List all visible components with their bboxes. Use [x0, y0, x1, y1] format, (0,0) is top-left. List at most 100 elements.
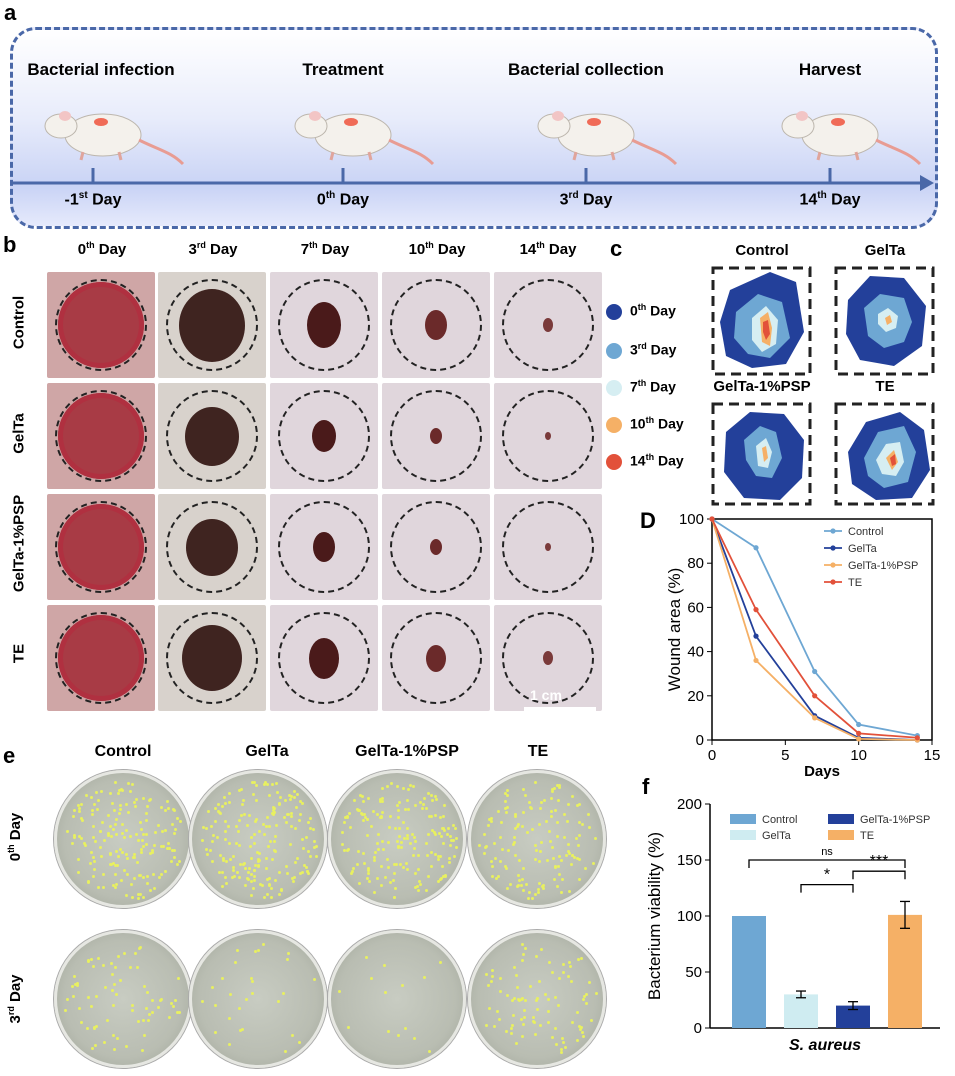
bar: [732, 916, 766, 1028]
legend-entry: TE: [848, 577, 862, 589]
wound-photo: [158, 272, 266, 378]
bar: [836, 1005, 870, 1028]
stage-treatment: Treatment: [302, 60, 384, 79]
data-point: [753, 607, 759, 613]
y-tick-label: 100: [677, 908, 702, 925]
significance-label: ***: [870, 853, 889, 870]
legend-entry: GelTa: [848, 543, 878, 555]
legend-entry: GelTa-1%PSP: [848, 560, 918, 572]
mouse-icon: [44, 111, 185, 166]
photo-col-header: 10th Day: [408, 240, 466, 258]
photo-col-header: 3rd Day: [188, 240, 238, 258]
data-point: [812, 715, 818, 721]
agar-plate: [468, 770, 606, 908]
legend-swatch: [828, 814, 854, 824]
y-tick-label: 200: [677, 796, 702, 813]
legend-marker: [830, 545, 836, 551]
photo-row-header: Control: [10, 295, 28, 350]
wound-photo: [382, 605, 490, 711]
wound-photo: [158, 494, 266, 600]
legend-entry: Control: [848, 526, 883, 538]
y-tick-label: 60: [687, 599, 704, 616]
plate-col-header: GelTa: [245, 743, 289, 760]
contour-maps: [711, 266, 935, 506]
wound-photo: [158, 605, 266, 711]
photo-row-header: TE: [10, 643, 28, 664]
mouse-icon: [781, 111, 922, 166]
agar-plate: [468, 930, 606, 1068]
significance-bracket: [800, 883, 854, 893]
data-point: [709, 516, 715, 522]
x-tick-label: 10: [850, 747, 867, 764]
contour-geltа: [834, 266, 935, 376]
x-tick-label: 0: [708, 747, 716, 764]
y-axis-label: Bacterium viability (%): [645, 832, 664, 1000]
panel-label-a: a: [4, 0, 17, 25]
plate-row-header: 0th Day: [6, 812, 24, 862]
contour-geltа-psp: [711, 402, 812, 506]
data-point: [812, 693, 818, 699]
legend-entry: Control: [762, 814, 797, 826]
y-tick-label: 0: [694, 1020, 702, 1037]
legend-swatch: [730, 830, 756, 840]
legend-swatch: [606, 303, 622, 320]
agar-plate: [189, 770, 327, 908]
data-point: [753, 657, 759, 664]
wound-photo: [494, 272, 602, 378]
y-axis-label: Wound area (%): [665, 568, 684, 691]
mouse-icon: [537, 111, 678, 166]
contour-title: TE: [875, 378, 895, 395]
series-line: [711, 518, 918, 741]
wound-photo: [494, 494, 602, 600]
legend-entry: GelTa-1%PSP: [860, 814, 930, 826]
series-line: [711, 518, 918, 739]
wound-photo: [382, 494, 490, 600]
legend-marker: [830, 579, 836, 585]
contour-legend-item: 10th Day: [606, 415, 684, 433]
panel-label-b: b: [3, 232, 17, 257]
x-axis-label: S. aureus: [789, 1037, 861, 1054]
wound-photo: [270, 494, 378, 600]
y-tick-label: 80: [687, 555, 704, 572]
significance-label: *: [824, 867, 830, 884]
agar-plate: [328, 770, 466, 908]
wound-photo: [270, 605, 378, 711]
timeline-day: 0th Day: [316, 190, 370, 209]
bacterium-viability-bar-chart: 0 50 100 150 200 Bacterium viability (%) S. au…: [645, 796, 940, 1054]
wound-photo: [494, 605, 602, 711]
legend-swatch: [730, 814, 756, 824]
legend-swatch: [606, 416, 622, 433]
plate-col-header: GelTa-1%PSP: [355, 743, 459, 760]
contour-legend-item: 14th Day: [606, 452, 684, 470]
stage-harvest: Harvest: [798, 60, 862, 79]
contour-te: [834, 402, 935, 506]
panel-label-f: f: [642, 774, 650, 799]
timeline-day: 14th Day: [799, 190, 861, 209]
plate-col-header: Control: [94, 743, 152, 760]
legend-swatch: [828, 830, 854, 840]
agar-plate: [54, 770, 192, 908]
legend-swatch: [606, 342, 622, 359]
data-point: [856, 730, 862, 736]
contour-legend-item: 3rd Day: [606, 341, 676, 359]
photo-row-header: GelTa: [10, 413, 28, 454]
y-tick-label: 50: [685, 964, 702, 981]
stage-infection: Bacterial infection: [27, 60, 175, 79]
legend-entry: TE: [860, 830, 874, 842]
timeline-axis: [10, 111, 934, 191]
photo-col-header: 14th Day: [519, 240, 577, 258]
wound-photo: [270, 272, 378, 378]
data-point: [753, 545, 759, 551]
y-tick-label: 100: [679, 511, 704, 528]
series-line: [711, 518, 918, 737]
photo-col-header: 7th Day: [300, 240, 350, 258]
bar: [888, 914, 922, 1028]
timeline-day: -1st Day: [64, 190, 122, 209]
legend-swatch: [606, 453, 622, 470]
y-tick-label: 0: [696, 732, 704, 749]
panel-label-e: e: [3, 743, 16, 768]
contour-title: GelTa: [864, 242, 906, 259]
wound-photo: [47, 383, 155, 489]
wound-photo: [158, 383, 266, 489]
data-point: [753, 633, 759, 639]
